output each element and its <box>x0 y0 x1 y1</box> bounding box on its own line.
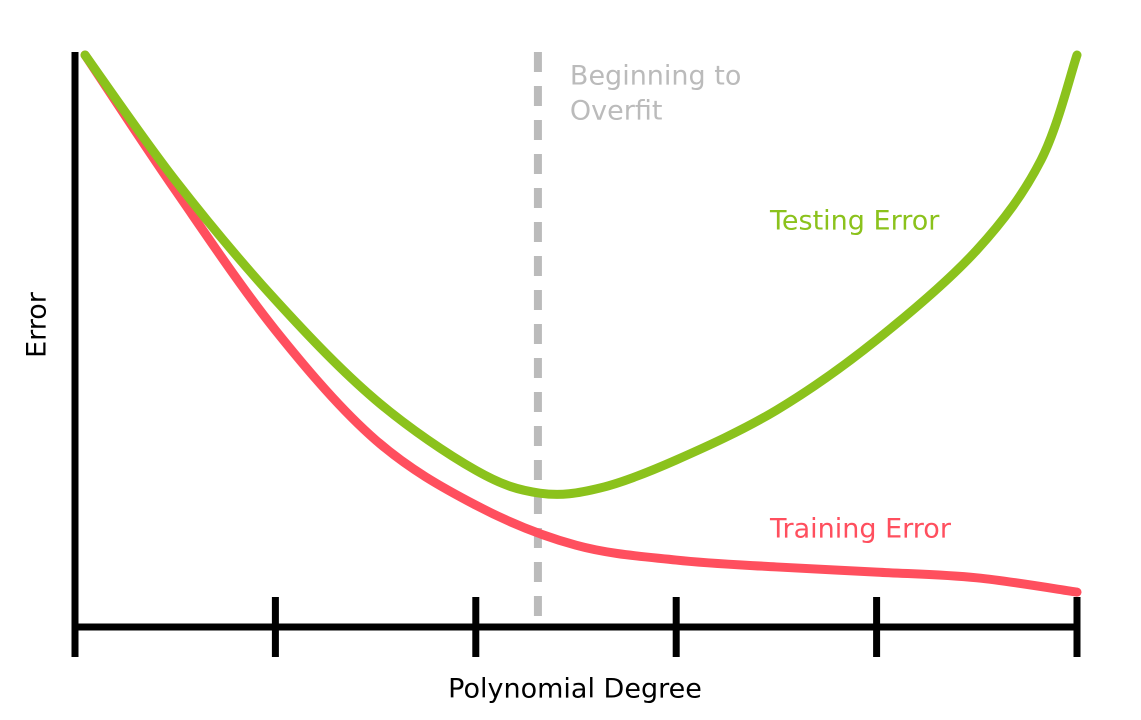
annotation-text: Overfit <box>570 96 663 127</box>
series-label: Training Error <box>769 514 952 545</box>
series-line <box>80 50 1082 597</box>
series-label: Testing Error <box>769 206 940 237</box>
annotation-text: Beginning to <box>570 61 741 92</box>
y-axis-label: Error <box>22 291 53 358</box>
x-axis-label: Polynomial Degree <box>448 674 702 705</box>
series-line <box>80 50 1082 499</box>
